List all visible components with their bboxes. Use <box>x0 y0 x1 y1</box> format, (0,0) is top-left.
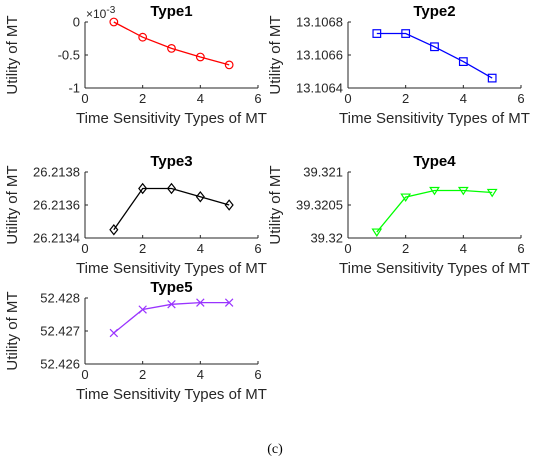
data-point <box>109 17 119 27</box>
data-point <box>429 186 440 196</box>
x-tick-label: 0 <box>81 241 88 256</box>
chart-title: Type2 <box>413 3 455 20</box>
y-tick-label: 39.3205 <box>296 198 343 213</box>
data-point <box>458 57 468 66</box>
chart-title: Type4 <box>413 153 456 170</box>
x-tick-label: 2 <box>139 91 146 106</box>
x-axis-label: Time Sensitivity Types of MT <box>76 386 267 403</box>
x-tick-label: 4 <box>197 91 204 106</box>
chart-title: Type3 <box>150 153 192 170</box>
data-point <box>430 42 439 52</box>
data-point <box>138 305 147 314</box>
data-point <box>167 44 176 53</box>
y-axis-label: Utility of MT <box>4 15 21 94</box>
x-tick-label: 4 <box>197 241 204 256</box>
chart-panel-2: 0 2 4 6 13.1064 13.1066 13.1068 Type2 Time Sensi… <box>267 3 530 127</box>
data-point <box>372 29 382 38</box>
chart-title: Type1 <box>150 3 192 20</box>
x-tick-label: 6 <box>517 91 524 106</box>
chart-title: Type5 <box>150 279 192 296</box>
x-tick-label: 2 <box>402 91 409 106</box>
chart-panel-5: 0 2 4 6 52.426 52.427 52.428 Type5 Time Sensitiv… <box>4 279 267 403</box>
chart-panel-3: 0 2 4 6 26.2134 26.2136 26.2138 Type3 Time Sensi… <box>4 153 267 277</box>
data-point <box>196 298 205 307</box>
x-tick-label: 2 <box>139 367 146 382</box>
data-point <box>166 182 177 195</box>
data-point <box>486 188 498 198</box>
series-line <box>376 189 493 233</box>
y-tick-label: 0 <box>73 15 80 30</box>
data-point <box>457 186 469 196</box>
x-axis-label: Time Sensitivity Types of MT <box>339 110 530 127</box>
x-tick-label: 2 <box>139 241 146 256</box>
data-point <box>195 52 205 62</box>
x-tick-label: 0 <box>344 241 351 256</box>
y-tick-label: 13.1066 <box>296 48 343 63</box>
y-tick-label: -1 <box>68 81 80 96</box>
y-tick-label: 26.2138 <box>33 165 80 180</box>
y-tick-label: 26.2134 <box>33 231 80 246</box>
y-exponent-power: -3 <box>106 5 115 16</box>
x-tick-label: 4 <box>197 367 204 382</box>
series-line <box>113 187 230 231</box>
x-tick-label: 2 <box>402 241 409 256</box>
y-tick-label: 13.1064 <box>296 81 343 96</box>
series-line <box>113 301 230 334</box>
figure-caption: (c) <box>267 442 283 457</box>
chart-panel-4: 0 2 4 6 39.32 39.3205 39.321 Type4 Time Sensitiv… <box>267 153 530 277</box>
y-tick-label: 52.427 <box>40 324 80 339</box>
y-tick-label: 13.1068 <box>296 15 343 30</box>
data-point <box>195 190 205 203</box>
x-tick-label: 4 <box>460 241 467 256</box>
data-point <box>401 29 411 38</box>
y-axis-label: Utility of MT <box>4 165 21 244</box>
series-line <box>113 21 230 66</box>
y-tick-label: 52.428 <box>40 291 80 306</box>
data-point <box>224 60 234 70</box>
data-point <box>224 298 234 307</box>
x-tick-label: 0 <box>344 91 351 106</box>
y-tick-label: 26.2136 <box>33 198 80 213</box>
x-axis-label: Time Sensitivity Types of MT <box>76 260 267 277</box>
data-point <box>109 328 119 338</box>
x-tick-label: 4 <box>460 91 467 106</box>
y-tick-label: -0.5 <box>58 48 80 63</box>
y-axis-label: Utility of MT <box>267 165 284 244</box>
x-tick-label: 6 <box>517 241 524 256</box>
y-tick-label: 39.321 <box>303 165 343 180</box>
data-point <box>138 182 148 195</box>
x-tick-label: 6 <box>254 367 261 382</box>
x-tick-label: 0 <box>81 91 88 106</box>
y-axis-label: Utility of MT <box>4 291 21 370</box>
data-point <box>167 300 176 309</box>
x-tick-label: 6 <box>254 91 261 106</box>
y-tick-label: 39.32 <box>310 231 343 246</box>
data-point <box>224 199 234 211</box>
x-tick-label: 6 <box>254 241 261 256</box>
y-tick-label: 52.426 <box>40 357 80 372</box>
series-line <box>376 32 493 79</box>
data-point <box>109 223 119 236</box>
data-point <box>487 73 497 83</box>
y-axis-label: Utility of MT <box>267 15 284 94</box>
data-point <box>138 32 148 42</box>
x-axis-label: Time Sensitivity Types of MT <box>76 110 267 127</box>
data-point <box>400 193 412 203</box>
x-tick-label: 0 <box>81 367 88 382</box>
x-axis-label: Time Sensitivity Types of MT <box>339 260 530 277</box>
data-point <box>371 228 383 237</box>
